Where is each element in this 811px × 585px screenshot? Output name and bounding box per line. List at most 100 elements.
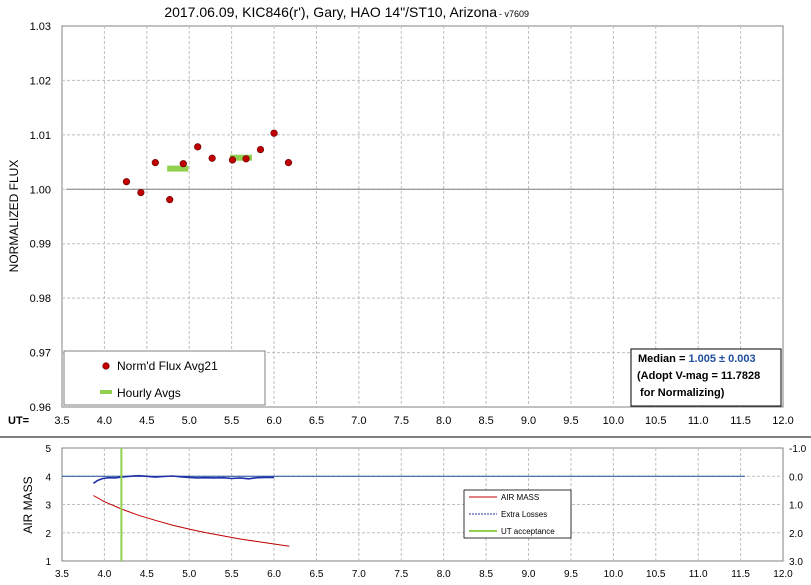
extra-losses-line [92,474,275,484]
flux-point [284,159,293,167]
airmass-x-tick-label: 9.5 [564,569,578,580]
flux-x-tick-label: 6.0 [266,415,281,427]
flux-y-tick-label: 0.97 [30,348,51,360]
airmass-x-tick-label: 5.5 [225,569,239,580]
flux-point [179,160,187,168]
flux-x-tick-label: 9.0 [521,415,536,427]
flux-x-tick-label: 6.5 [309,415,324,427]
airmass-x-tick-label: 5.0 [182,569,196,580]
flux-y-axis-label: NORMALIZED FLUX [7,160,21,273]
legend-flux-label: Norm'd Flux Avg21 [117,359,218,373]
flux-point [228,156,237,164]
airmass-x-tick-label: 12.0 [773,569,793,580]
airmass-x-tick-label: 6.5 [310,569,324,580]
flux-point [137,188,145,197]
flux-y-tick-label: 1.02 [30,75,51,87]
flux-point [242,155,250,163]
flux-x-tick-label: 8.0 [436,415,451,427]
flux-y-tick-label: 0.96 [30,402,51,414]
flux-legend: Norm'd Flux Avg21 Hourly Avgs [63,350,266,406]
flux-x-tick-label: 3.5 [54,415,69,427]
airmass-panel: 5 4 3 2 1 -1.0 0.0 1.0 2.0 3.0 3.5 4.0 4.5 5.0 5.5 6.… [21,444,807,580]
median-label: Median = [638,353,688,365]
flux-legend-box [63,350,266,406]
airmass-x-tick-label: 8.5 [479,569,493,580]
airmass-y-tick-label: 2 [45,529,51,540]
airmass-x-tick-label: 7.0 [352,569,366,580]
airmass-y-tick-label: 3 [45,501,51,512]
flux-y-tick-label: 0.99 [30,239,51,251]
legend-hourly-label: Hourly Avgs [117,386,181,400]
flux-x-tick-label: 4.0 [97,415,112,427]
adopt-vmag-text: (Adopt V-mag = 11.7828 [637,370,760,382]
flux-x-tick-label: 9.5 [563,415,578,427]
flux-y-tick-label: 1.00 [30,184,51,196]
flux-x-tick-label: 7.0 [351,415,366,427]
flux-series [122,129,293,204]
flux-point [256,145,265,154]
flux-point [270,129,278,137]
airmass-y-tick-label: 5 [45,444,51,455]
flux-x-tick-label: 5.0 [182,415,197,427]
flux-x-tick-label: 10.0 [603,415,624,427]
flux-x-tick-label: 5.5 [224,415,239,427]
flux-y-ticks: 1.03 1.02 1.01 1.00 0.99 0.98 0.97 0.96 [30,21,51,414]
airmass-x-tick-label: 11.5 [731,569,750,580]
airmass-x-tick-label: 4.5 [140,569,154,580]
flux-x-ticks: 3.5 4.0 4.5 5.0 5.5 6.0 6.5 7.0 7.5 8.0 8.5 9.0 9.5 1… [54,415,793,427]
flux-point [151,159,159,167]
normalizing-text: for Normalizing) [637,387,725,399]
airmass-legend: AIR MASS Extra Losses UT acceptance [463,489,572,539]
median-value: 1.005 ± 0.003 [688,353,755,365]
losses-y-tick-label: -1.0 [789,444,807,455]
losses-y-tick-label: 2.0 [789,529,803,540]
losses-y-tick-label: 3.0 [789,557,803,568]
median-annotation: Median = 1.005 ± 0.003 (Adopt V-mag = 11… [630,348,782,407]
airmass-y-tick-label: 4 [45,472,51,483]
airmass-x-tick-label: 10.0 [604,569,624,580]
chart-title: 2017.06.09, KIC846(r'), Gary, HAO 14"/ST… [164,4,497,20]
flux-y-tick-label: 1.01 [30,130,51,142]
airmass-y-axis-label: AIR MASS [21,476,35,533]
flux-point [122,178,131,186]
legend-hourly-marker [100,390,112,394]
chart-version: - v7609 [499,9,529,19]
airmass-x-tick-label: 10.5 [646,569,666,580]
flux-y-tick-label: 0.98 [30,293,51,305]
flux-point [194,143,202,151]
flux-x-tick-label: 11.0 [688,415,709,427]
losses-y-tick-label: 1.0 [789,501,803,512]
airmass-x-tick-label: 9.0 [522,569,536,580]
flux-x-tick-label: 12.0 [772,415,793,427]
airmass-x-tick-label: 3.5 [55,569,69,580]
flux-panel: 1.03 1.02 1.01 1.00 0.99 0.98 0.97 0.96 3.5 4.0 4… [7,21,794,427]
airmass-x-tick-label: 11.0 [689,569,708,580]
airmass-x-tick-label: 4.0 [97,569,111,580]
hourly-avgs-series [167,154,253,172]
hourly-avg-bar [229,154,253,161]
flux-x-tick-label: 11.5 [730,415,751,427]
flux-x-tick-label: 10.5 [645,415,666,427]
legend-flux-marker [102,362,110,370]
hourly-avg-bar [167,165,189,172]
flux-point [166,196,174,204]
airmass-x-tick-label: 8.0 [437,569,451,580]
airmass-x-tick-label: 6.0 [267,569,281,580]
flux-x-tick-label: 8.5 [478,415,493,427]
median-line: Median = 1.005 ± 0.003 [638,353,756,365]
losses-y-ticks: -1.0 0.0 1.0 2.0 3.0 [789,444,807,568]
flux-plot-area [61,25,784,408]
legend-acceptance-label: UT acceptance [501,527,555,536]
median-box [630,348,782,407]
airmass-y-tick-label: 1 [45,557,51,568]
legend-losses-label: Extra Losses [501,510,547,519]
losses-y-tick-label: 0.0 [789,472,803,483]
flux-x-tick-label: 7.5 [394,415,409,427]
flux-point [208,154,216,162]
airmass-y-ticks: 5 4 3 2 1 [45,444,51,568]
airmass-x-ticks: 3.5 4.0 4.5 5.0 5.5 6.0 6.5 7.0 7.5 8.0 8.5 9.0 9.5 1… [55,569,793,580]
flux-x-tick-label: 4.5 [139,415,154,427]
airmass-x-tick-label: 7.5 [394,569,408,580]
flux-y-tick-label: 1.03 [30,21,51,33]
